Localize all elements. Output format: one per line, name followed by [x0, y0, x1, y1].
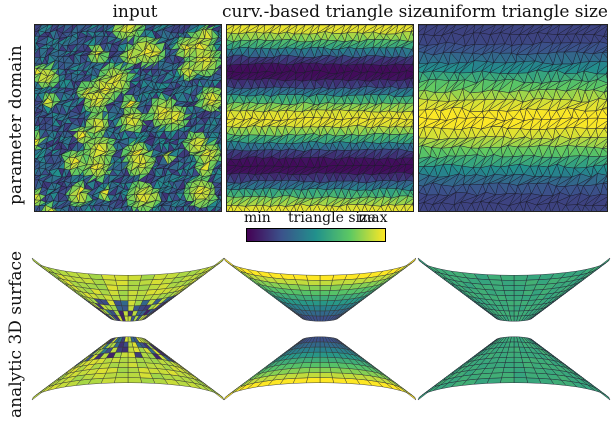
- row-title-3d-surface: analytic 3D surface: [6, 251, 26, 418]
- column-title-input: input: [85, 2, 185, 22]
- surface-input: [30, 240, 226, 424]
- param-uniform-mesh: [419, 25, 608, 212]
- colorbar-max-label: max: [358, 210, 388, 226]
- row-title-parameter-domain: parameter domain: [6, 45, 26, 205]
- param-input-mesh: [35, 25, 222, 212]
- param-domain-uniform-panel: [418, 24, 608, 212]
- surface-uniform: [416, 240, 612, 424]
- param-curv-mesh: [227, 25, 414, 212]
- column-title-curvature: curv.-based triangle size: [222, 2, 416, 22]
- param-domain-input-panel: [34, 24, 222, 212]
- colorbar-min-label: min: [244, 210, 271, 226]
- column-title-uniform: uniform triangle size: [420, 2, 616, 22]
- surface-uniform-mesh: [416, 240, 612, 424]
- param-domain-curv-panel: [226, 24, 414, 212]
- surface-curv-mesh: [224, 240, 416, 424]
- surface-curv: [224, 240, 416, 424]
- surface-input-mesh: [30, 240, 226, 424]
